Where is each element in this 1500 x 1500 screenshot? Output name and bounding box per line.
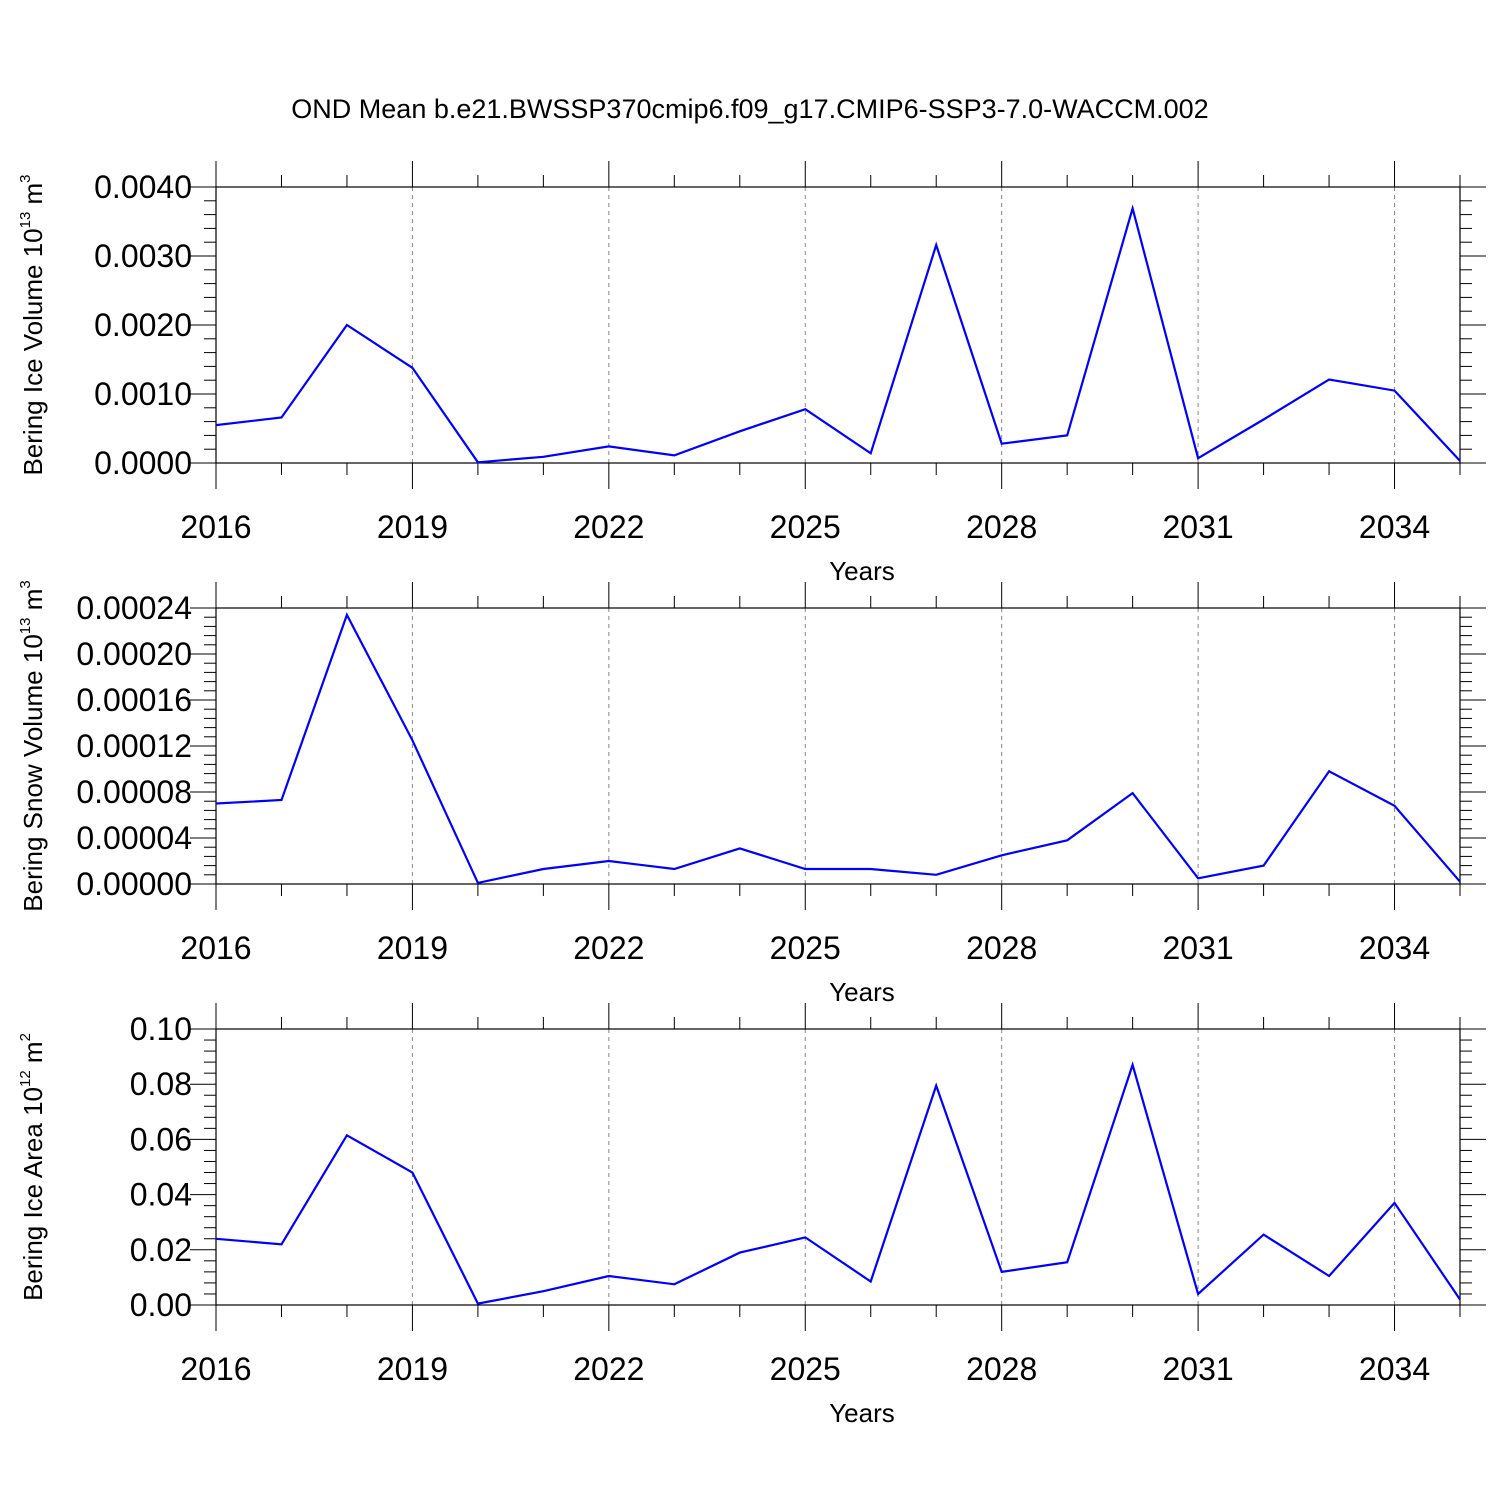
y-tick-label: 0.00004: [76, 820, 192, 856]
y-tick-label: 0.00: [130, 1287, 192, 1323]
y-axis-label-text: Bering Snow Volume 10: [18, 634, 48, 912]
figure-title: OND Mean b.e21.BWSSP370cmip6.f09_g17.CMI…: [291, 94, 1209, 124]
y-tick-label: 0.08: [130, 1066, 192, 1102]
x-tick-label: 2025: [770, 509, 841, 545]
y-tick-label: 0.04: [130, 1177, 192, 1213]
chart-panel-2: 2016 2019 2022 2025 2028 2031 2034 Years 0.00000…: [17, 580, 1486, 1007]
x-tick-label: 2016: [180, 1351, 251, 1387]
x-tick-label: 2022: [573, 930, 644, 966]
y-tick-label: 0.10: [130, 1011, 192, 1047]
x-tick-label: 2022: [573, 509, 644, 545]
x-tick-label: 2022: [573, 1351, 644, 1387]
y-axis-label-unit-exponent: 3: [17, 174, 34, 182]
y-tick-label: 0.06: [130, 1121, 192, 1157]
y-axis-label-unit: m: [18, 1041, 48, 1070]
series-line: [215, 1061, 1461, 1305]
y-tick-label: 0.00024: [76, 590, 192, 626]
y-axis-label: Bering Ice Volume 1013 m3: [17, 174, 48, 475]
series-line: [215, 204, 1461, 464]
x-tick-label: 2025: [770, 1351, 841, 1387]
series-line: [215, 612, 1461, 885]
y-axis-label-text: Bering Ice Area 10: [18, 1087, 48, 1301]
x-tick-label: 2016: [180, 930, 251, 966]
y-axis-label-unit-exponent: 3: [17, 580, 34, 588]
y-tick-label: 0.00020: [76, 636, 192, 672]
x-tick-label: 2019: [377, 509, 448, 545]
x-axis-label: Years: [829, 1398, 895, 1428]
y-tick-label: 0.02: [130, 1232, 192, 1268]
x-tick-label: 2034: [1359, 930, 1430, 966]
y-axis-label: Bering Ice Area 1012 m2: [17, 1033, 48, 1301]
chart-panel-1: 2016 2019 2022 2025 2028 2031 2034 Years 0.0000 0…: [17, 161, 1486, 586]
y-tick-label: 0.00012: [76, 728, 192, 764]
x-tick-label: 2028: [966, 509, 1037, 545]
x-tick-label: 2031: [1163, 930, 1234, 966]
y-axis-label-exponent: 13: [17, 618, 34, 635]
y-tick-label: 0.00016: [76, 682, 192, 718]
y-tick-label: 0.0010: [94, 376, 192, 412]
x-tick-label: 2016: [180, 509, 251, 545]
y-tick-label: 0.0020: [94, 307, 192, 343]
y-axis-label-exponent: 12: [17, 1070, 34, 1087]
y-axis-label-unit: m: [18, 589, 48, 618]
y-tick-label: 0.00008: [76, 774, 192, 810]
x-tick-label: 2019: [377, 1351, 448, 1387]
y-axis-label-text: Bering Ice Volume 10: [18, 228, 48, 475]
y-axis-label: Bering Snow Volume 1013 m3: [17, 580, 48, 911]
x-tick-label: 2019: [377, 930, 448, 966]
x-tick-label: 2025: [770, 930, 841, 966]
plot-frame: [215, 186, 1461, 464]
y-tick-label: 0.0030: [94, 238, 192, 274]
x-axis-label: Years: [829, 977, 895, 1007]
y-axis-label-unit: m: [18, 183, 48, 212]
plot-frame: [215, 1028, 1461, 1306]
y-axis-label-exponent: 13: [17, 212, 34, 229]
x-tick-label: 2031: [1163, 1351, 1234, 1387]
y-tick-label: 0.0000: [94, 445, 192, 481]
y-tick-label: 0.00000: [76, 866, 192, 902]
x-tick-label: 2028: [966, 1351, 1037, 1387]
x-tick-label: 2034: [1359, 509, 1430, 545]
y-axis-label-unit-exponent: 2: [17, 1033, 34, 1041]
x-tick-label: 2034: [1359, 1351, 1430, 1387]
x-tick-label: 2028: [966, 930, 1037, 966]
x-axis-label: Years: [829, 556, 895, 586]
x-tick-label: 2031: [1163, 509, 1234, 545]
y-tick-label: 0.0040: [94, 169, 192, 205]
plot-frame: [215, 607, 1461, 885]
chart-panel-3: 2016 2019 2022 2025 2028 2031 2034 Years 0.00 0.0…: [17, 1003, 1486, 1428]
